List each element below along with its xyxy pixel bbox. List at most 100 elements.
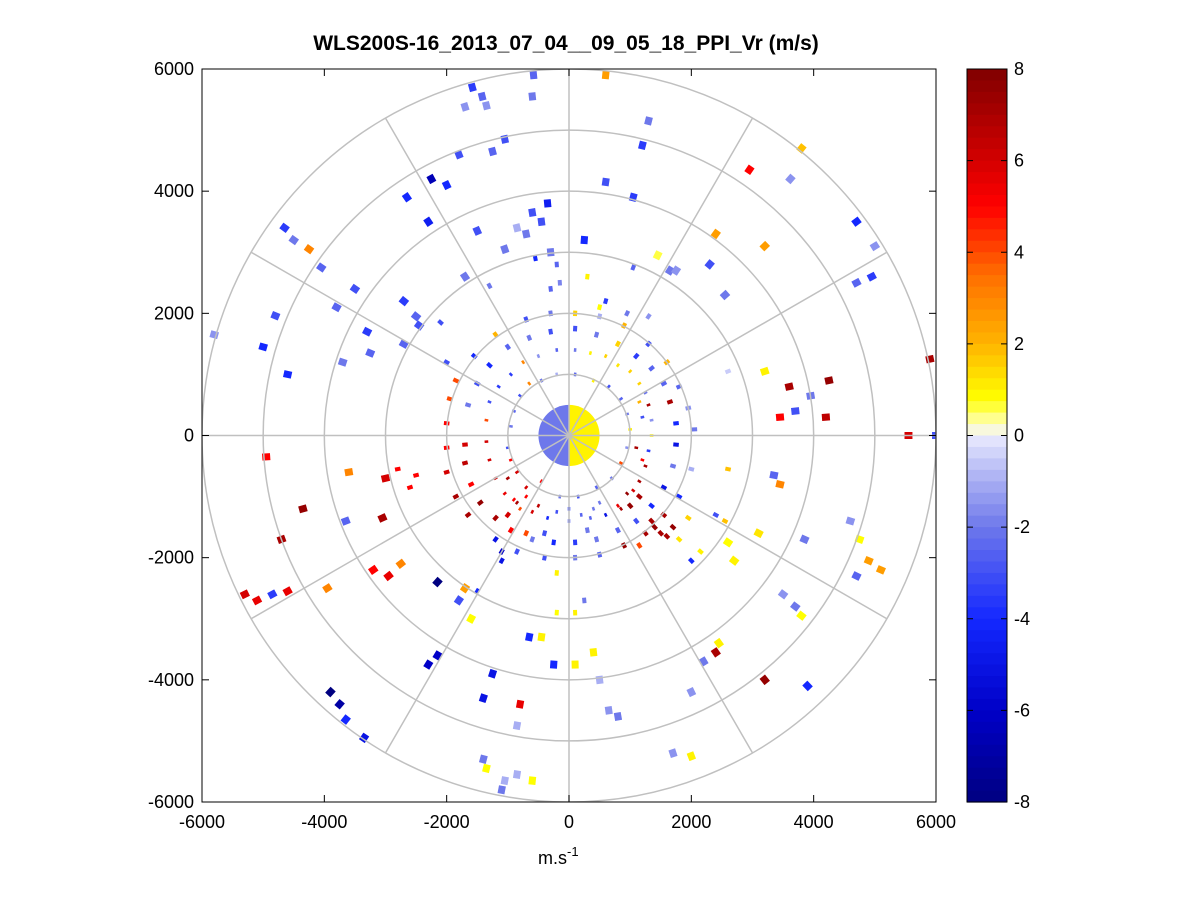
data-point <box>669 523 677 531</box>
data-point <box>500 776 509 786</box>
data-point <box>588 350 593 356</box>
data-point <box>589 648 598 657</box>
colorbar-tick-label: 4 <box>1014 242 1024 262</box>
colorbar-band <box>967 561 1007 574</box>
colorbar-band <box>967 69 1007 82</box>
data-point <box>467 481 475 488</box>
colorbar-band <box>967 595 1007 608</box>
data-point <box>349 283 361 295</box>
data-point <box>487 400 492 404</box>
data-point <box>486 361 493 369</box>
data-point <box>528 776 537 785</box>
data-point <box>549 660 558 669</box>
data-point <box>537 217 546 227</box>
colorbar-band <box>967 527 1007 540</box>
data-point <box>497 785 506 795</box>
data-point <box>632 352 640 360</box>
x-axis-label-base: m.s <box>538 848 567 868</box>
data-point <box>432 576 443 588</box>
x-tick-label: 4000 <box>794 812 834 832</box>
data-point <box>368 564 379 576</box>
data-point <box>344 468 354 477</box>
colorbar-band <box>967 103 1007 116</box>
spoke-line <box>250 251 570 437</box>
data-point <box>537 632 546 642</box>
data-point <box>769 471 779 480</box>
data-point <box>710 228 721 240</box>
data-point <box>660 484 668 491</box>
data-point <box>646 449 651 453</box>
colorbar-band <box>967 630 1007 643</box>
data-point <box>529 70 538 80</box>
data-point <box>478 693 488 704</box>
colorbar-band <box>967 378 1007 391</box>
data-point <box>588 515 593 521</box>
data-point <box>209 330 220 340</box>
data-point <box>362 326 373 337</box>
data-point <box>648 502 655 510</box>
data-point <box>869 241 881 252</box>
spoke-line <box>568 251 888 437</box>
spoke-line <box>568 434 888 620</box>
colorbar-band <box>967 607 1007 620</box>
colorbar-band <box>967 309 1007 322</box>
y-tick-label: -6000 <box>148 792 194 812</box>
data-point <box>464 511 472 519</box>
data-point <box>597 304 603 311</box>
data-point <box>541 530 548 537</box>
data-point <box>452 493 460 500</box>
data-point <box>673 420 680 426</box>
data-point <box>521 359 526 365</box>
data-point <box>508 424 513 428</box>
data-point <box>527 381 532 386</box>
colorbar-tick-label: 0 <box>1014 426 1024 446</box>
colorbar-ticks: 8 6 4 2 0 -2 -4 -6 -8 <box>967 59 1030 812</box>
data-point <box>596 551 603 558</box>
data-point <box>796 610 807 621</box>
data-point <box>482 100 491 111</box>
data-point <box>802 680 813 692</box>
colorbar-band <box>967 366 1007 379</box>
data-point <box>487 668 498 679</box>
data-point <box>593 536 600 543</box>
colorbar-band <box>967 504 1007 517</box>
colorbar-band <box>967 412 1007 425</box>
data-point <box>398 338 410 349</box>
data-point <box>298 504 308 514</box>
data-point <box>657 529 665 537</box>
data-point <box>523 529 530 537</box>
data-point <box>784 382 794 391</box>
data-point <box>644 116 653 126</box>
data-point <box>337 357 348 367</box>
data-point <box>595 675 604 685</box>
data-point <box>652 250 663 261</box>
data-point <box>478 754 488 764</box>
data-point <box>686 751 697 762</box>
data-point <box>688 466 695 472</box>
data-point <box>530 509 535 515</box>
data-point <box>325 686 336 698</box>
data-point <box>536 353 541 359</box>
data-point <box>502 491 507 496</box>
x-tick-label: -2000 <box>424 812 470 832</box>
data-point <box>821 413 831 421</box>
data-point <box>618 461 624 465</box>
data-point <box>283 370 293 379</box>
data-point <box>851 277 862 288</box>
data-point <box>473 380 481 387</box>
data-point <box>643 390 648 395</box>
x-tick-label: 6000 <box>916 812 956 832</box>
data-point <box>511 497 517 502</box>
data-point <box>753 528 764 539</box>
data-point <box>785 173 796 185</box>
colorbar-band <box>967 744 1007 757</box>
data-point <box>925 354 935 364</box>
data-point <box>532 255 538 262</box>
data-point <box>626 502 634 510</box>
colorbar-band <box>967 240 1007 253</box>
colorbar-band <box>967 676 1007 689</box>
data-point <box>303 244 315 255</box>
data-point <box>529 536 536 543</box>
colorbar-band <box>967 584 1007 597</box>
data-point <box>719 289 731 301</box>
